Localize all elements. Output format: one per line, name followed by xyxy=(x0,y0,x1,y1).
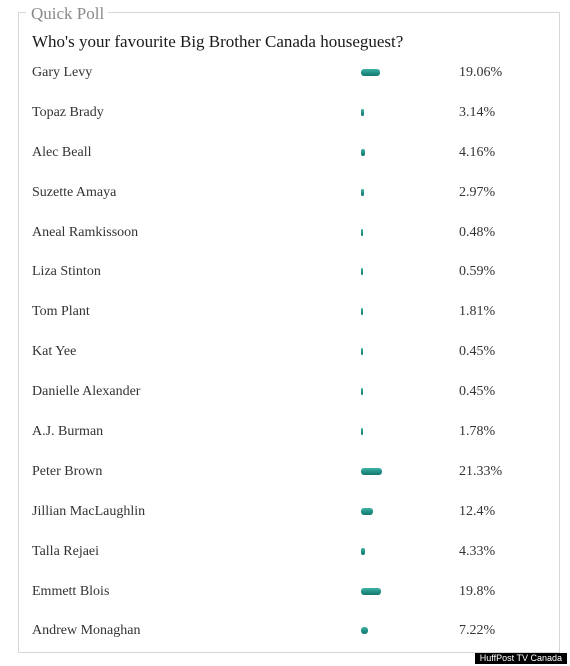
poll-option-bar xyxy=(361,507,374,515)
poll-option-label: Andrew Monaghan xyxy=(32,623,141,639)
poll-option-row: Emmett Blois 19.8% xyxy=(0,573,570,613)
poll-option-label: Peter Brown xyxy=(32,463,103,479)
poll-option-bar xyxy=(361,308,363,316)
poll-option-bar xyxy=(361,228,363,236)
poll-option-row: Liza Stinton 0.59% xyxy=(0,253,570,293)
poll-option-percent: 0.45% xyxy=(459,384,496,400)
poll-option-row: Danielle Alexander 0.45% xyxy=(0,373,570,413)
poll-option-bar xyxy=(361,587,381,595)
poll-option-row: Gary Levy 19.06% xyxy=(0,54,570,94)
poll-option-bar xyxy=(361,467,383,475)
poll-option-bar xyxy=(361,188,364,196)
poll-option-label: Suzette Amaya xyxy=(32,184,117,200)
poll-option-label: Topaz Brady xyxy=(32,104,104,120)
poll-question: Who's your favourite Big Brother Canada … xyxy=(32,32,404,51)
poll-option-row: A.J. Burman 1.78% xyxy=(0,413,570,453)
poll-option-row: Talla Rejaei 4.33% xyxy=(0,533,570,573)
poll-option-label: Emmett Blois xyxy=(32,583,110,599)
poll-option-label: A.J. Burman xyxy=(32,424,104,440)
poll-option-bar xyxy=(361,348,363,356)
poll-option-label: Talla Rejaei xyxy=(32,543,100,559)
poll-option-percent: 1.81% xyxy=(459,304,496,320)
poll-option-percent: 4.33% xyxy=(459,543,496,559)
poll-option-label: Aneal Ramkissoon xyxy=(32,224,139,240)
poll-option-percent: 0.59% xyxy=(459,264,496,280)
poll-option-percent: 1.78% xyxy=(459,424,496,440)
poll-option-percent: 2.97% xyxy=(459,184,496,200)
poll-option-row: Andrew Monaghan 7.22% xyxy=(0,612,570,652)
poll-option-row: Aneal Ramkissoon 0.48% xyxy=(0,214,570,254)
poll-option-percent: 3.14% xyxy=(459,104,496,120)
poll-option-bar xyxy=(361,108,365,116)
poll-option-bar xyxy=(361,428,363,436)
poll-option-percent: 4.16% xyxy=(459,144,496,160)
poll-option-row: Peter Brown 21.33% xyxy=(0,453,570,493)
poll-option-percent: 0.45% xyxy=(459,344,496,360)
poll-option-bar xyxy=(361,627,369,635)
poll-option-bar xyxy=(361,388,363,396)
poll-legend: Quick Poll xyxy=(26,4,109,24)
poll-option-percent: 0.48% xyxy=(459,224,496,240)
poll-option-percent: 21.33% xyxy=(459,463,503,479)
poll-option-row: Alec Beall 4.16% xyxy=(0,134,570,174)
poll-option-percent: 12.4% xyxy=(459,503,496,519)
poll-option-percent: 19.8% xyxy=(459,583,496,599)
poll-option-row: Tom Plant 1.81% xyxy=(0,293,570,333)
poll-option-label: Alec Beall xyxy=(32,144,92,160)
poll-option-label: Jillian MacLaughlin xyxy=(32,503,146,519)
poll-box xyxy=(18,12,560,653)
poll-option-percent: 19.06% xyxy=(459,65,503,80)
poll-option-bar xyxy=(361,268,363,276)
poll-option-bar xyxy=(361,547,366,555)
poll-option-row: Topaz Brady 3.14% xyxy=(0,94,570,134)
photo-credit: HuffPost TV Canada xyxy=(474,653,567,664)
poll-option-bar xyxy=(361,69,381,76)
poll-option-label: Tom Plant xyxy=(32,304,90,320)
poll-options-list: Gary Levy 19.06% Topaz Brady 3.14% Alec Beal… xyxy=(0,54,570,652)
poll-option-row: Kat Yee 0.45% xyxy=(0,333,570,373)
poll-option-row: Suzette Amaya 2.97% xyxy=(0,174,570,214)
poll-option-label: Liza Stinton xyxy=(32,264,101,280)
poll-option-bar xyxy=(361,148,366,156)
poll-option-label: Kat Yee xyxy=(32,344,77,360)
poll-option-percent: 7.22% xyxy=(459,623,496,639)
poll-option-label: Danielle Alexander xyxy=(32,384,141,400)
poll-option-row: Jillian MacLaughlin 12.4% xyxy=(0,493,570,533)
poll-option-label: Gary Levy xyxy=(32,65,93,80)
